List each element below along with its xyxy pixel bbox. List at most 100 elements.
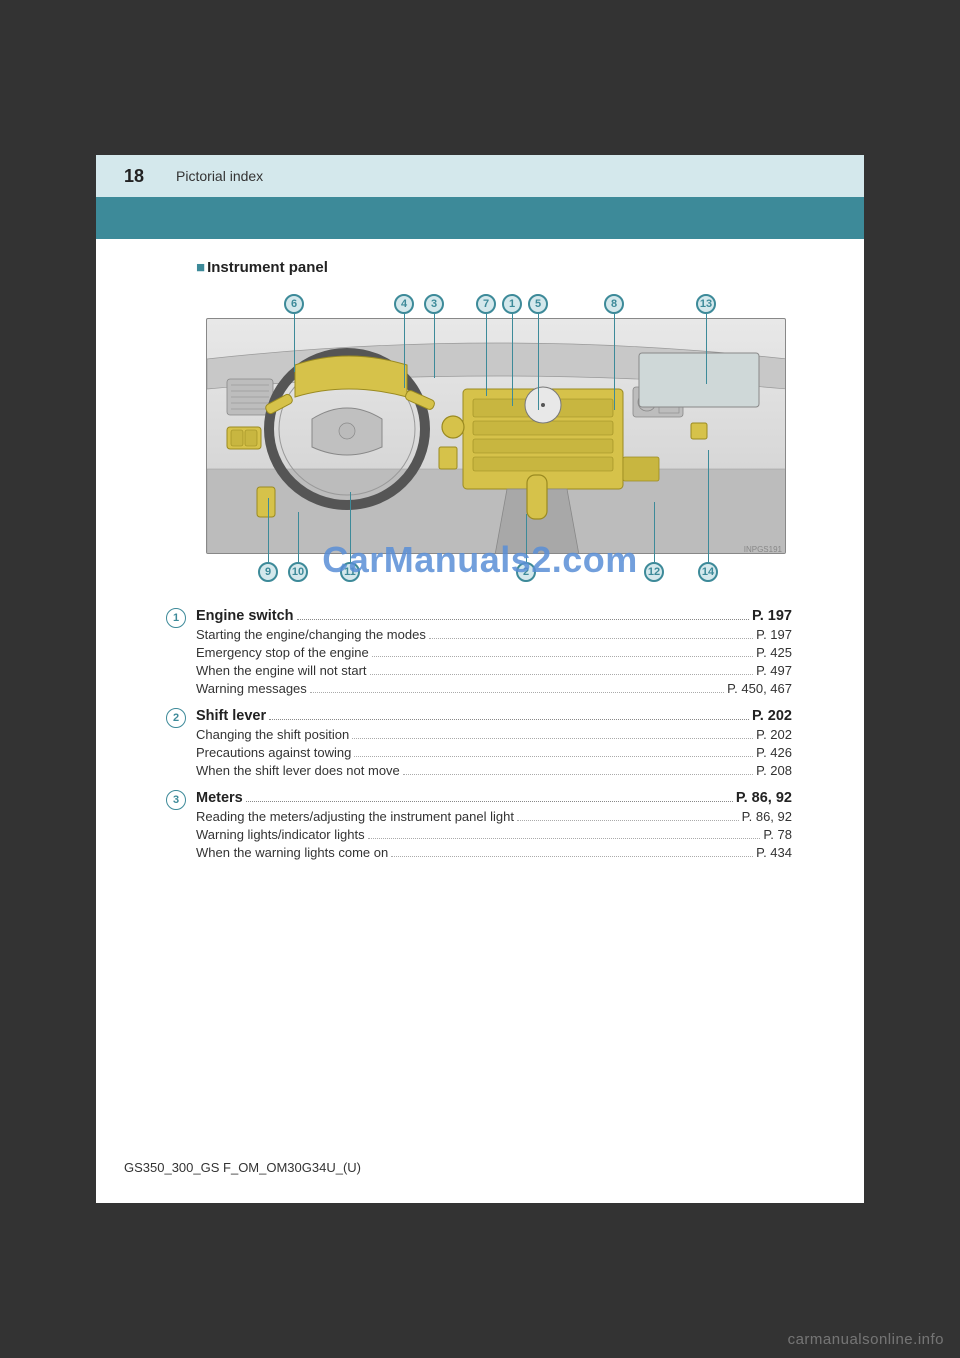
- entry-sub-row: Warning lights/indicator lights P. 78: [196, 827, 792, 842]
- page-number: 18: [124, 166, 144, 187]
- diagram-callout-11: 11: [340, 562, 360, 582]
- manual-page: 18 Pictorial index ■Instrument panel 643…: [96, 155, 864, 1203]
- entry-main-label: Shift lever: [196, 708, 266, 724]
- diagram-leader: [486, 314, 487, 396]
- index-entries: 1Engine switchP. 197Starting the engine/…: [196, 608, 792, 860]
- section-heading: ■Instrument panel: [196, 259, 792, 276]
- diagram-leader: [294, 314, 295, 372]
- entry-sub-label: Changing the shift position: [196, 727, 349, 742]
- source-url: carmanualsonline.info: [788, 1331, 944, 1348]
- footer-document-code: GS350_300_GS F_OM_OM30G34U_(U): [124, 1160, 361, 1175]
- diagram-callout-2: 2: [516, 562, 536, 582]
- entry-sub-page: P. 450, 467: [727, 681, 792, 696]
- entry-dots: [517, 820, 739, 821]
- entry-dots: [368, 838, 761, 839]
- index-entry: 3MetersP. 86, 92Reading the meters/adjus…: [196, 790, 792, 860]
- index-entry: 2Shift leverP. 202Changing the shift pos…: [196, 708, 792, 778]
- diagram-callout-6: 6: [284, 294, 304, 314]
- entry-number-badge: 3: [166, 790, 186, 810]
- entry-sub-row: When the warning lights come on P. 434: [196, 845, 792, 860]
- index-entry: 1Engine switchP. 197Starting the engine/…: [196, 608, 792, 696]
- entry-main: Meters P. 86, 92: [196, 790, 792, 806]
- entry-dots: [370, 674, 754, 675]
- diagram-callout-14: 14: [698, 562, 718, 582]
- entry-sub-label: When the shift lever does not move: [196, 763, 400, 778]
- diagram-leader: [526, 514, 527, 562]
- entry-sub-row: When the engine will not start P. 497: [196, 663, 792, 678]
- entry-sub-page: P. 208: [756, 763, 792, 778]
- entry-dots: [246, 801, 733, 802]
- diagram-leader: [512, 314, 513, 406]
- entry-sub-label: Warning lights/indicator lights: [196, 827, 365, 842]
- image-code: INPGS191: [744, 545, 782, 554]
- entry-sub-page: P. 197: [756, 627, 792, 642]
- entry-sub-row: Warning messages P. 450, 467: [196, 681, 792, 696]
- entry-sub-label: Starting the engine/changing the modes: [196, 627, 426, 642]
- entry-sub-row: When the shift lever does not move P. 208: [196, 763, 792, 778]
- entry-main-page: P. 197: [752, 608, 792, 624]
- diagram-leader: [654, 502, 655, 562]
- entry-sub-label: When the warning lights come on: [196, 845, 388, 860]
- entry-dots: [269, 719, 749, 720]
- entry-sub-page: P. 86, 92: [742, 809, 792, 824]
- entry-dots: [354, 756, 753, 757]
- diagram-leader: [434, 314, 435, 378]
- entry-sub-row: Precautions against towing P. 426: [196, 745, 792, 760]
- header-title: Pictorial index: [176, 168, 263, 184]
- entry-dots: [391, 856, 753, 857]
- diagram-leader: [298, 512, 299, 562]
- entry-main-label: Meters: [196, 790, 243, 806]
- diagram-callout-10: 10: [288, 562, 308, 582]
- diagram-callout-1: 1: [502, 294, 522, 314]
- diagram-callout-12: 12: [644, 562, 664, 582]
- entry-main-page: P. 86, 92: [736, 790, 792, 806]
- entry-dots: [310, 692, 724, 693]
- entry-number-badge: 1: [166, 608, 186, 628]
- entry-main: Shift lever P. 202: [196, 708, 792, 724]
- entry-dots: [352, 738, 753, 739]
- entry-main-page: P. 202: [752, 708, 792, 724]
- section-bullet: ■: [196, 259, 205, 276]
- entry-main: Engine switch P. 197: [196, 608, 792, 624]
- diagram-leader: [268, 498, 269, 562]
- diagram-leader: [614, 314, 615, 410]
- entry-dots: [429, 638, 753, 639]
- instrument-panel-diagram: 643715813: [196, 290, 796, 590]
- entry-sub-row: Changing the shift position P. 202: [196, 727, 792, 742]
- index-entry-main-row: 1Engine switchP. 197: [196, 608, 792, 624]
- entry-sub-page: P. 202: [756, 727, 792, 742]
- entry-sub-row: Emergency stop of the engine P. 425: [196, 645, 792, 660]
- entry-dots: [403, 774, 753, 775]
- entry-main-label: Engine switch: [196, 608, 294, 624]
- entry-sub-page: P. 425: [756, 645, 792, 660]
- entry-sub-label: Emergency stop of the engine: [196, 645, 369, 660]
- entry-sub-label: Precautions against towing: [196, 745, 351, 760]
- header-accent-bar: [96, 197, 864, 239]
- entry-sub-page: P. 78: [763, 827, 792, 842]
- diagram-callout-5: 5: [528, 294, 548, 314]
- entry-sub-label: When the engine will not start: [196, 663, 367, 678]
- page-header: 18 Pictorial index: [96, 155, 864, 197]
- index-entry-main-row: 2Shift leverP. 202: [196, 708, 792, 724]
- entry-sub-label: Reading the meters/adjusting the instrum…: [196, 809, 514, 824]
- diagram-callout-9: 9: [258, 562, 278, 582]
- entry-sub-row: Starting the engine/changing the modes P.…: [196, 627, 792, 642]
- diagram-leader: [350, 492, 351, 562]
- page-content: ■Instrument panel 643715813: [96, 239, 864, 860]
- diagram-callout-3: 3: [424, 294, 444, 314]
- entry-dots: [297, 619, 749, 620]
- diagram-leader: [706, 314, 707, 384]
- entry-sub-page: P. 426: [756, 745, 792, 760]
- diagram-callout-8: 8: [604, 294, 624, 314]
- entry-number-badge: 2: [166, 708, 186, 728]
- diagram-callout-13: 13: [696, 294, 716, 314]
- page-background: 18 Pictorial index ■Instrument panel 643…: [0, 0, 960, 1358]
- dashboard-illustration: [206, 318, 786, 554]
- entry-sub-page: P. 434: [756, 845, 792, 860]
- entry-sub-label: Warning messages: [196, 681, 307, 696]
- index-entry-main-row: 3MetersP. 86, 92: [196, 790, 792, 806]
- entry-sub-page: P. 497: [756, 663, 792, 678]
- entry-dots: [372, 656, 753, 657]
- diagram-leader: [708, 450, 709, 562]
- entry-sub-row: Reading the meters/adjusting the instrum…: [196, 809, 792, 824]
